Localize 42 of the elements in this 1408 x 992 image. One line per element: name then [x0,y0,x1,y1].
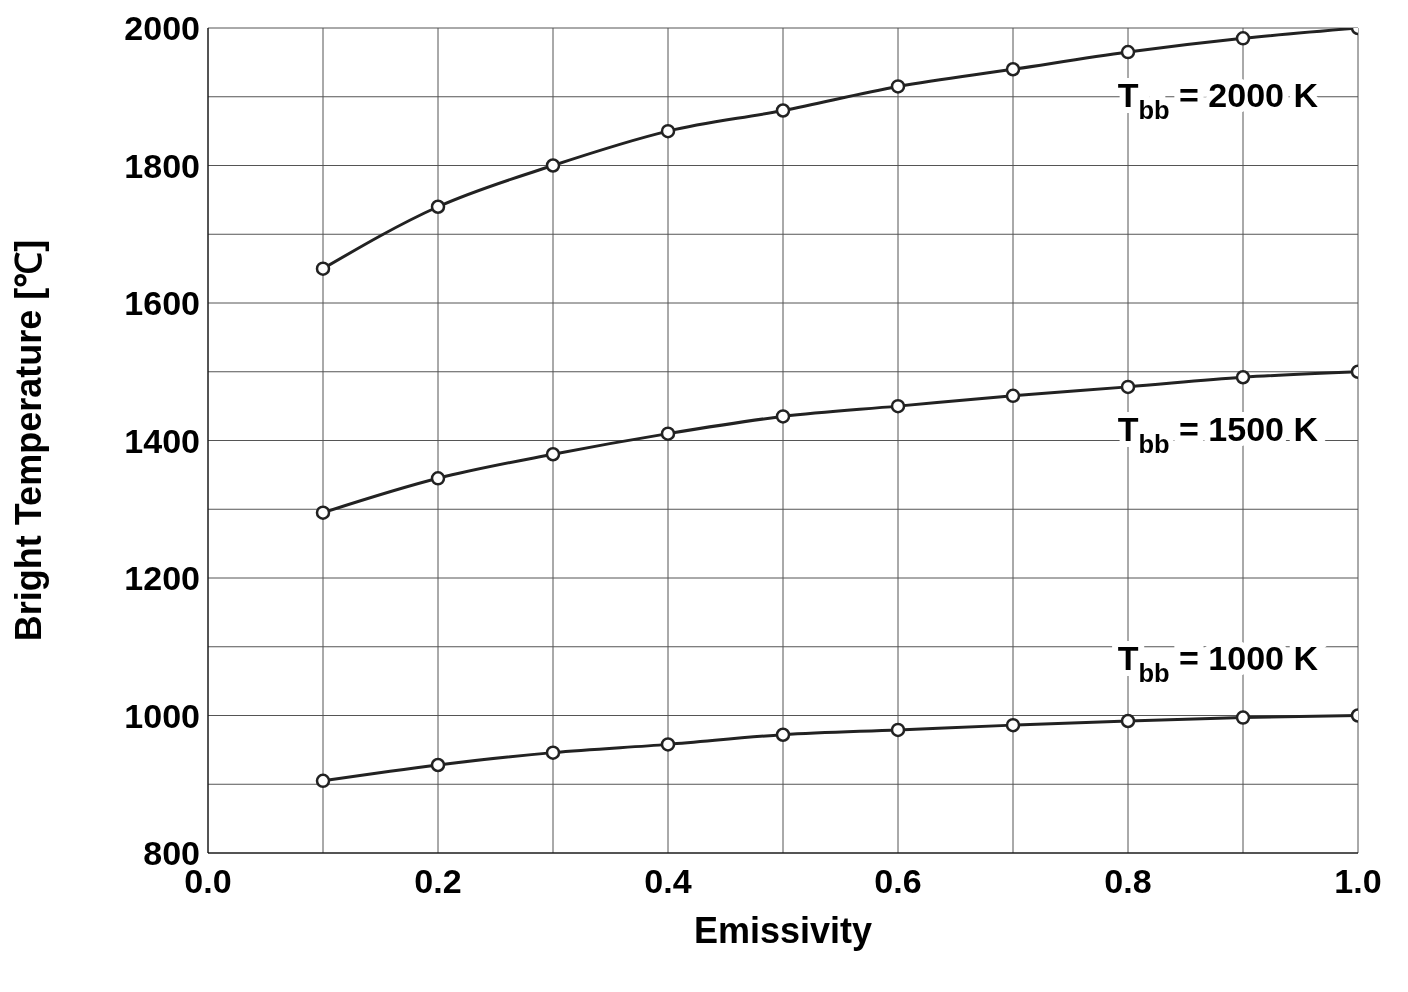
point [1235,710,1251,725]
x-tick-label: 0.4 [644,862,692,901]
point [545,447,561,462]
point [430,757,446,773]
point [315,773,331,789]
y-tick-label: 1400 [124,421,200,460]
point [1005,388,1021,404]
y-tick-label: 2000 [124,9,200,48]
point [1005,717,1021,733]
y-tick-label: 1800 [124,146,200,185]
point [1120,713,1136,729]
series-label: T$_{bb}$ = 1000 K [1117,638,1319,687]
x-tick-label: 0.2 [414,862,462,901]
x-tick-label: 1.0 [1334,862,1382,901]
point [775,727,791,742]
point [545,158,561,173]
point [315,505,331,520]
point [890,398,906,414]
point [775,103,791,118]
y-tick-label: 1000 [124,696,200,735]
y-axis-title: Bright Temperature [℃] [7,239,49,642]
point [1235,370,1251,385]
x-tick-label: 0.8 [1104,862,1152,901]
point [1235,31,1251,46]
point [660,737,676,752]
point [545,745,561,760]
point [775,409,791,424]
point [430,471,446,486]
point [315,261,331,276]
point [430,199,446,214]
y-tick-label: 1200 [124,559,200,598]
point [660,426,676,441]
point [890,79,906,94]
point [660,123,676,139]
y-tick-label: 1600 [124,284,200,323]
point [890,722,906,738]
point [1120,379,1136,395]
point [1005,62,1021,77]
x-axis-title: Emissivity [693,910,873,951]
series-label: T$_{bb}$ = 2000 K [1117,75,1319,124]
x-tick-label: 0.6 [874,862,922,901]
point [1120,44,1136,60]
